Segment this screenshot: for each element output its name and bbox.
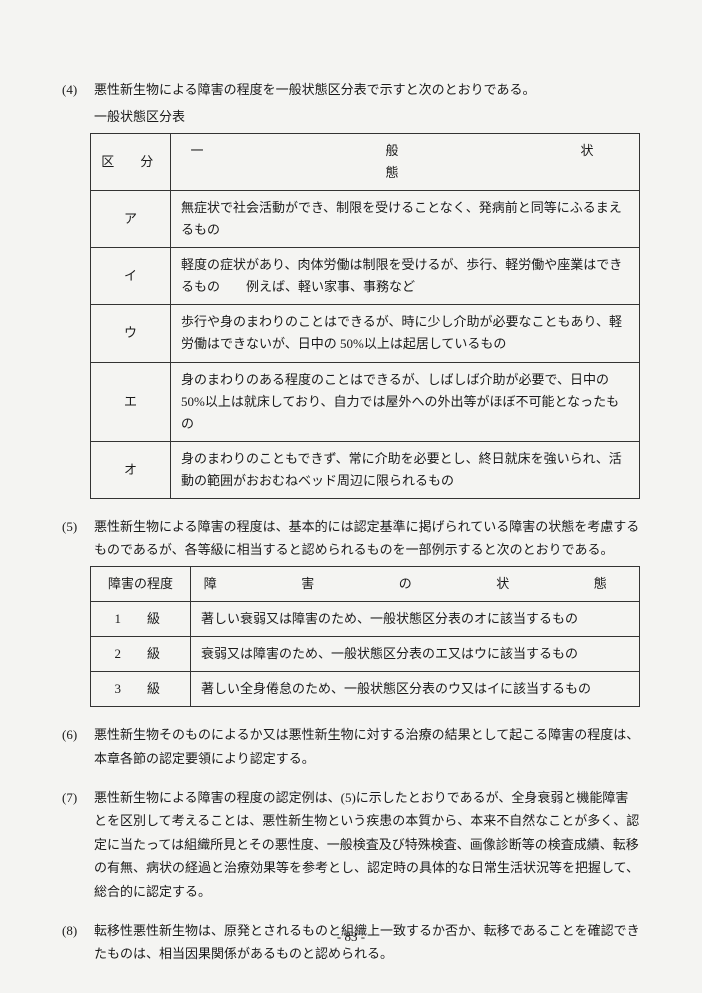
cell-label: ア	[91, 190, 171, 247]
cell-desc: 歩行や身のまわりのことはできるが、時に少し介助が必要なこともあり、軽労働はできな…	[171, 305, 640, 362]
table-row: 障害の程度 障 害 の 状 態	[91, 566, 640, 601]
section-5-num: (5)	[62, 515, 94, 538]
section-6-num: (6)	[62, 723, 94, 746]
cell-desc: 身のまわりのある程度のことはできるが、しばしば介助が必要で、日中の 50%以上は…	[171, 362, 640, 441]
section-4-text: 悪性新生物による障害の程度を一般状態区分表で示すと次のとおりである。	[94, 78, 640, 101]
section-6-head: (6) 悪性新生物そのものによるか又は悪性新生物に対する治療の結果として起こる障…	[62, 723, 640, 770]
section-4-num: (4)	[62, 78, 94, 101]
cell-label: 3 級	[91, 672, 191, 707]
table-row: イ 軽度の症状があり、肉体労働は制限を受けるが、歩行、軽労働や座業はできるもの …	[91, 248, 640, 305]
table-header-left: 区 分	[91, 133, 171, 190]
table-grade: 障害の程度 障 害 の 状 態 1 級 著しい衰弱又は障害のため、一般状態区分表…	[90, 566, 640, 707]
section-4: (4) 悪性新生物による障害の程度を一般状態区分表で示すと次のとおりである。 一…	[62, 78, 640, 499]
section-5: (5) 悪性新生物による障害の程度は、基本的には認定基準に掲げられている障害の状…	[62, 515, 640, 707]
table-row: ア 無症状で社会活動ができ、制限を受けることなく、発病前と同等にふるまえるもの	[91, 190, 640, 247]
page-number: - 83 -	[0, 925, 702, 948]
cell-label: イ	[91, 248, 171, 305]
table-header-right: 一 般 状 態	[171, 133, 640, 190]
section-6: (6) 悪性新生物そのものによるか又は悪性新生物に対する治療の結果として起こる障…	[62, 723, 640, 770]
section-6-text: 悪性新生物そのものによるか又は悪性新生物に対する治療の結果として起こる障害の程度…	[94, 723, 640, 770]
table-row: 1 級 著しい衰弱又は障害のため、一般状態区分表のオに該当するもの	[91, 601, 640, 636]
cell-desc: 身のまわりのこともできず、常に介助を必要とし、終日就床を強いられ、活動の範囲がお…	[171, 441, 640, 498]
cell-label: 2 級	[91, 636, 191, 671]
table-header-right: 障 害 の 状 態	[191, 566, 640, 601]
section-7-text: 悪性新生物による障害の程度の認定例は、(5)に示したとおりであるが、全身衰弱と機…	[94, 786, 640, 903]
section-5-head: (5) 悪性新生物による障害の程度は、基本的には認定基準に掲げられている障害の状…	[62, 515, 640, 562]
section-5-text: 悪性新生物による障害の程度は、基本的には認定基準に掲げられている障害の状態を考慮…	[94, 515, 640, 562]
cell-desc: 衰弱又は障害のため、一般状態区分表のエ又はウに該当するもの	[191, 636, 640, 671]
cell-label: 1 級	[91, 601, 191, 636]
cell-desc: 軽度の症状があり、肉体労働は制限を受けるが、歩行、軽労働や座業はできるもの 例え…	[171, 248, 640, 305]
cell-desc: 無症状で社会活動ができ、制限を受けることなく、発病前と同等にふるまえるもの	[171, 190, 640, 247]
table-row: 2 級 衰弱又は障害のため、一般状態区分表のエ又はウに該当するもの	[91, 636, 640, 671]
cell-label: ウ	[91, 305, 171, 362]
cell-label: エ	[91, 362, 171, 441]
cell-label: オ	[91, 441, 171, 498]
section-7-num: (7)	[62, 786, 94, 809]
table-row: エ 身のまわりのある程度のことはできるが、しばしば介助が必要で、日中の 50%以…	[91, 362, 640, 441]
section-7: (7) 悪性新生物による障害の程度の認定例は、(5)に示したとおりであるが、全身…	[62, 786, 640, 903]
table-row: オ 身のまわりのこともできず、常に介助を必要とし、終日就床を強いられ、活動の範囲…	[91, 441, 640, 498]
table-header-left: 障害の程度	[91, 566, 191, 601]
section-4-head: (4) 悪性新生物による障害の程度を一般状態区分表で示すと次のとおりである。	[62, 78, 640, 101]
table-general-status: 区 分 一 般 状 態 ア 無症状で社会活動ができ、制限を受けることなく、発病前…	[90, 133, 640, 499]
table-row: 3 級 著しい全身倦怠のため、一般状態区分表のウ又はイに該当するもの	[91, 672, 640, 707]
table1-title: 一般状態区分表	[94, 105, 640, 128]
cell-desc: 著しい衰弱又は障害のため、一般状態区分表のオに該当するもの	[191, 601, 640, 636]
table-row: ウ 歩行や身のまわりのことはできるが、時に少し介助が必要なこともあり、軽労働はで…	[91, 305, 640, 362]
table-row: 区 分 一 般 状 態	[91, 133, 640, 190]
cell-desc: 著しい全身倦怠のため、一般状態区分表のウ又はイに該当するもの	[191, 672, 640, 707]
section-7-head: (7) 悪性新生物による障害の程度の認定例は、(5)に示したとおりであるが、全身…	[62, 786, 640, 903]
